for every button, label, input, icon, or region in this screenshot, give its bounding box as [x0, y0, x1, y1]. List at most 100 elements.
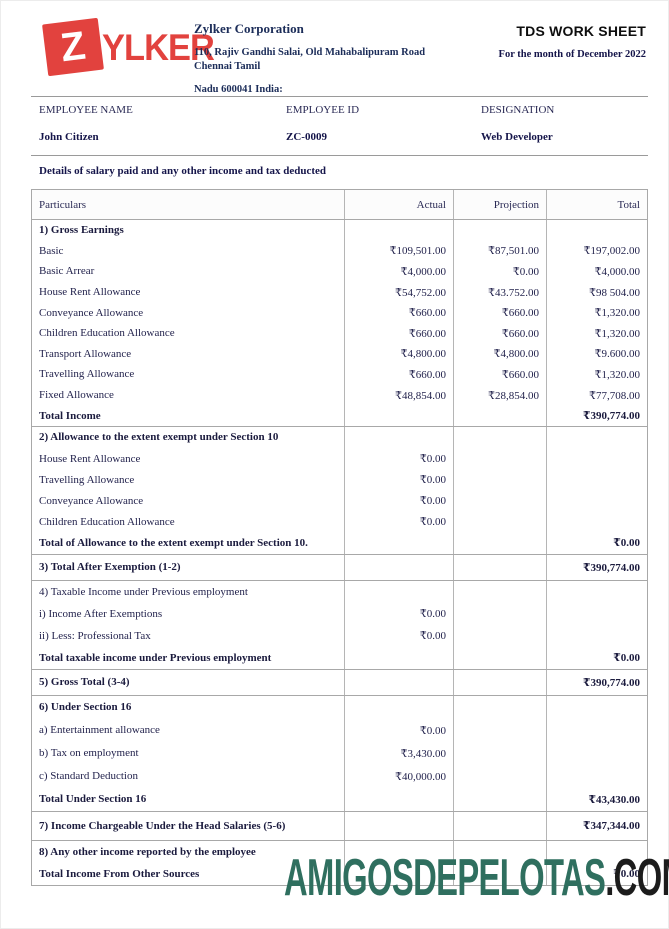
- watermark: AMIGOSDEPELOTAS.COM: [284, 852, 669, 904]
- table-row: 3) Total After Exemption (1-2) ₹390,774.0…: [32, 554, 647, 580]
- table-row: Basic Arrear ₹4,000.00 ₹0.00 ₹4,000.00: [32, 261, 647, 282]
- cell-actual: ₹660.00: [344, 302, 453, 323]
- cell-projection: [453, 764, 546, 788]
- watermark-black-text: .COM: [605, 849, 669, 907]
- cell-actual: [344, 532, 453, 554]
- cell-actual: ₹40,000.00: [344, 764, 453, 788]
- cell-label: ii) Less: Professional Tax: [39, 629, 151, 642]
- employee-name-value: John Citizen: [39, 131, 99, 143]
- designation-label: DESIGNATION: [481, 104, 555, 116]
- cell-actual: ₹0.00: [344, 602, 453, 625]
- watermark-green-text: AMIGOSDEPELOTAS: [284, 849, 606, 907]
- cell-projection: [453, 862, 546, 886]
- cell-projection: ₹43.752.00: [453, 281, 546, 303]
- cell-actual: ₹54,752.00: [344, 281, 453, 303]
- table-row: House Rent Allowance ₹0.00: [32, 448, 647, 470]
- cell-label: 1) Gross Earnings: [39, 224, 124, 237]
- cell-projection: [453, 811, 546, 840]
- table-row: 2) Allowance to the extent exempt under …: [32, 426, 647, 449]
- table-row: House Rent Allowance ₹54,752.00 ₹43.752.00…: [32, 281, 647, 303]
- cell-actual: ₹660.00: [344, 322, 453, 344]
- cell-total: ₹0.00: [546, 862, 647, 886]
- cell-label: Travelling Allowance: [39, 473, 135, 486]
- cell-total: [546, 695, 647, 719]
- cell-projection: ₹4,800.00: [453, 343, 546, 365]
- cell-projection: [453, 718, 546, 742]
- cell-projection: [453, 469, 546, 491]
- cell-actual: ₹109,501.00: [344, 240, 453, 262]
- company-address-line2: Nadu 600041 India:: [194, 84, 283, 96]
- cell-total: ₹197,002.00: [546, 240, 647, 262]
- document-title: TDS WORK SHEET: [516, 23, 646, 39]
- table-row: i) Income After Exemptions ₹0.00: [32, 602, 647, 625]
- cell-label: Total of Allowance to the extent exempt …: [39, 536, 308, 549]
- cell-label: 7) Income Chargeable Under the Head Sala…: [39, 819, 286, 832]
- salary-details-note: Details of salary paid and any other inc…: [39, 165, 327, 177]
- cell-actual: [344, 811, 453, 840]
- cell-label: Total Income: [39, 409, 101, 422]
- cell-label: b) Tax on employment: [39, 747, 139, 759]
- cell-total: [546, 741, 647, 765]
- cell-projection: [453, 405, 546, 426]
- cell-label: Total Income From Other Sources: [39, 867, 200, 880]
- employee-id-value: ZC-0009: [286, 131, 327, 143]
- cell-total: ₹0.00: [546, 532, 647, 554]
- table-row: 6) Under Section 16: [32, 695, 647, 719]
- cell-label: Children Education Allowance: [39, 515, 175, 528]
- cell-label: Total taxable income under Previous empl…: [39, 651, 272, 664]
- cell-actual: ₹0.00: [344, 490, 453, 512]
- employee-id-label: EMPLOYEE ID: [286, 104, 360, 116]
- cell-projection: ₹0.00: [453, 261, 546, 282]
- cell-label: Travelling Allowance: [39, 368, 135, 381]
- table-row: 7) Income Chargeable Under the Head Sala…: [32, 811, 647, 840]
- cell-actual: ₹660.00: [344, 364, 453, 385]
- logo-z-letter: Z: [58, 23, 88, 71]
- cell-label: 8) Any other income reported by the empl…: [39, 845, 256, 858]
- table-row: 8) Any other income reported by the empl…: [32, 840, 647, 863]
- cell-total: [546, 580, 647, 603]
- designation-value: Web Developer: [481, 131, 553, 143]
- cell-projection: [453, 646, 546, 669]
- table-section-3: 3) Total After Exemption (1-2) ₹390,774.0…: [32, 554, 647, 581]
- cell-actual: [344, 554, 453, 580]
- zylker-logo-icon: Z: [42, 17, 104, 77]
- table-row: 5) Gross Total (3-4) ₹390,774.00: [32, 669, 647, 695]
- cell-actual: [344, 862, 453, 886]
- table-row: ii) Less: Professional Tax ₹0.00: [32, 624, 647, 647]
- column-header-particulars: Particulars: [39, 198, 87, 211]
- table-row: Total Under Section 16 ₹43,430.00: [32, 787, 647, 811]
- employee-name-label: EMPLOYEE NAME: [39, 104, 133, 116]
- table-row: c) Standard Deduction ₹40,000.00: [32, 764, 647, 788]
- table-row: 4) Taxable Income under Previous employm…: [32, 580, 647, 603]
- cell-total: [546, 624, 647, 647]
- cell-actual: ₹0.00: [344, 718, 453, 742]
- cell-projection: [453, 220, 546, 241]
- cell-actual: ₹0.00: [344, 448, 453, 470]
- cell-projection: [453, 490, 546, 512]
- table-row: Total Income ₹390,774.00: [32, 405, 647, 426]
- cell-actual: [344, 220, 453, 241]
- company-name: Zylker Corporation: [194, 21, 304, 36]
- cell-actual: ₹3,430.00: [344, 741, 453, 765]
- cell-label: Fixed Allowance: [39, 389, 114, 402]
- cell-projection: ₹660.00: [453, 322, 546, 344]
- cell-label: Transport Allowance: [39, 347, 132, 360]
- cell-total: [546, 764, 647, 788]
- cell-projection: ₹87,501.00: [453, 240, 546, 262]
- cell-actual: ₹4,800.00: [344, 343, 453, 365]
- cell-projection: [453, 554, 546, 580]
- cell-total: ₹347,344.00: [546, 811, 647, 840]
- cell-total: ₹390,774.00: [546, 669, 647, 695]
- cell-label: House Rent Allowance: [39, 286, 141, 299]
- cell-total: ₹0.00: [546, 646, 647, 669]
- table-row: Total of Allowance to the extent exempt …: [32, 532, 647, 554]
- cell-actual: [344, 695, 453, 719]
- cell-label: Basic Arrear: [39, 265, 95, 278]
- cell-label: a) Entertainment allowance: [39, 724, 160, 736]
- table-row: Fixed Allowance ₹48,854.00 ₹28,854.00 ₹77,7…: [32, 384, 647, 406]
- column-header-total: Total: [546, 190, 647, 219]
- cell-label: 6) Under Section 16: [39, 701, 132, 713]
- cell-projection: [453, 787, 546, 811]
- table-section-6: 6) Under Section 16 a) Entertainment allo…: [32, 695, 647, 812]
- cell-actual: ₹4,000.00: [344, 261, 453, 282]
